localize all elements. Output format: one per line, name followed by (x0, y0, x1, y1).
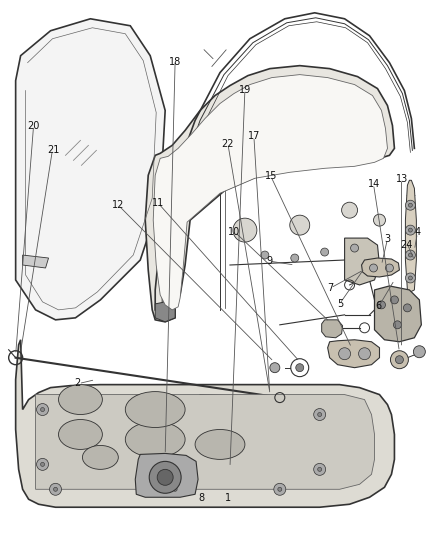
Circle shape (53, 487, 57, 491)
Circle shape (314, 409, 326, 421)
Circle shape (270, 362, 280, 373)
Circle shape (149, 462, 181, 493)
Circle shape (233, 218, 257, 242)
Circle shape (261, 251, 269, 259)
Ellipse shape (125, 392, 185, 427)
Ellipse shape (59, 385, 102, 415)
Polygon shape (374, 286, 421, 342)
Circle shape (406, 225, 415, 235)
Circle shape (408, 276, 413, 280)
Text: 21: 21 (47, 144, 59, 155)
Circle shape (390, 296, 399, 304)
Circle shape (413, 346, 425, 358)
Ellipse shape (195, 430, 245, 459)
Text: 9: 9 (266, 256, 272, 266)
Polygon shape (16, 19, 165, 320)
Circle shape (406, 250, 415, 260)
Circle shape (370, 264, 378, 272)
Polygon shape (153, 75, 388, 310)
Circle shape (339, 348, 350, 360)
Circle shape (157, 470, 173, 486)
Text: 12: 12 (113, 200, 125, 211)
Text: 3: 3 (384, 234, 390, 244)
Circle shape (408, 228, 413, 232)
Polygon shape (155, 302, 175, 322)
Polygon shape (145, 66, 395, 322)
Text: 6: 6 (375, 301, 381, 311)
Text: 4: 4 (415, 227, 421, 237)
Polygon shape (35, 394, 374, 489)
Circle shape (385, 264, 393, 272)
Text: 1: 1 (225, 492, 231, 503)
Circle shape (296, 364, 304, 372)
Circle shape (37, 403, 49, 416)
Text: 20: 20 (27, 120, 39, 131)
Circle shape (406, 273, 415, 283)
Text: 15: 15 (265, 171, 278, 181)
Ellipse shape (59, 419, 102, 449)
Text: 14: 14 (368, 179, 380, 189)
Circle shape (318, 467, 321, 471)
Polygon shape (321, 320, 343, 338)
Polygon shape (135, 454, 198, 497)
Text: 13: 13 (396, 174, 409, 184)
Text: 22: 22 (222, 139, 234, 149)
Text: 8: 8 (198, 492, 205, 503)
Polygon shape (328, 340, 379, 368)
Circle shape (41, 462, 45, 466)
Text: 17: 17 (248, 131, 260, 141)
Ellipse shape (125, 422, 185, 457)
Circle shape (37, 458, 49, 470)
Circle shape (41, 408, 45, 411)
Circle shape (318, 413, 321, 416)
Circle shape (274, 483, 286, 495)
Circle shape (396, 356, 403, 364)
Text: 2: 2 (74, 378, 80, 389)
Polygon shape (16, 340, 395, 507)
Circle shape (342, 202, 357, 218)
Text: 10: 10 (228, 227, 240, 237)
Text: 7: 7 (327, 282, 333, 293)
Circle shape (403, 304, 411, 312)
Text: 18: 18 (169, 57, 181, 67)
Circle shape (278, 487, 282, 491)
Polygon shape (361, 258, 399, 277)
Text: 5: 5 (337, 298, 343, 309)
Circle shape (169, 483, 181, 495)
Circle shape (393, 321, 401, 329)
Polygon shape (23, 255, 49, 268)
Text: 11: 11 (152, 198, 164, 208)
Circle shape (173, 487, 177, 491)
Circle shape (49, 483, 61, 495)
Circle shape (378, 301, 385, 309)
Circle shape (374, 214, 385, 226)
Circle shape (408, 203, 413, 207)
Polygon shape (345, 238, 379, 285)
Text: 24: 24 (401, 240, 413, 251)
Text: 19: 19 (239, 85, 251, 95)
Circle shape (350, 244, 359, 252)
Circle shape (291, 254, 299, 262)
Circle shape (290, 215, 310, 235)
Polygon shape (406, 180, 417, 292)
Circle shape (406, 200, 415, 210)
Circle shape (408, 253, 413, 257)
Circle shape (390, 351, 408, 369)
Circle shape (314, 463, 326, 475)
Circle shape (359, 348, 371, 360)
Circle shape (321, 248, 328, 256)
Ellipse shape (82, 446, 118, 470)
